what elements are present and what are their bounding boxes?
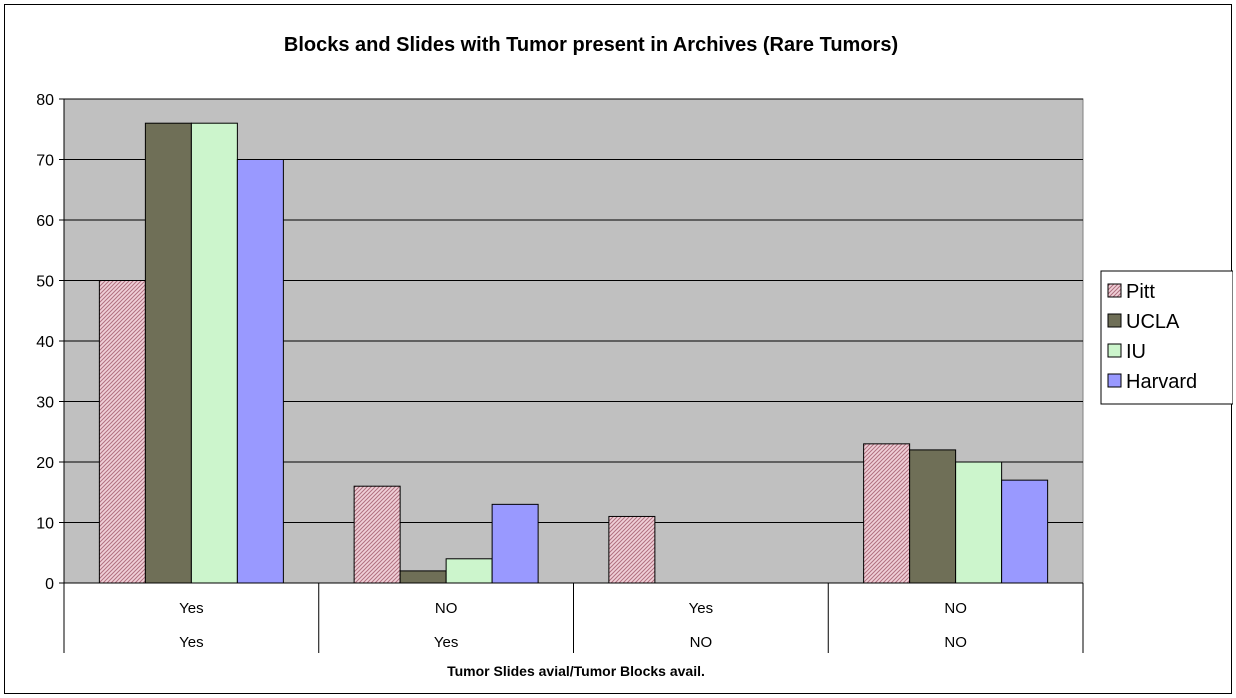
bar-pitt-4 [863,443,911,584]
category-label-row1: Yes [179,600,203,617]
y-tick-label: 80 [36,92,54,109]
y-tick-label: 60 [36,213,54,230]
bar-iu-1 [190,122,238,584]
y-tick-label: 40 [36,334,54,351]
bar-chart: Blocks and Slides with Tumor present in … [36,34,1233,679]
bar-iu-4 [955,461,1003,584]
category-label-row1: Yes [689,600,713,617]
category-label-row2: Yes [179,634,203,651]
category-label-row2: NO [690,634,713,651]
legend-swatch-harvard [1107,373,1122,388]
legend-label-pitt: Pitt [1126,281,1155,303]
chart-title: Blocks and Slides with Tumor present in … [284,34,898,56]
bar-harvard-2 [491,503,539,584]
bar-iu-2 [445,558,493,584]
bar-pitt-2 [353,485,401,584]
legend: Pitt UCLA IU Harvard [1100,270,1233,405]
bar-harvard-4 [1001,479,1049,584]
legend-swatch-pitt [1107,283,1122,298]
y-tick-label: 20 [36,455,54,472]
legend-swatch-ucla [1107,313,1122,328]
legend-label-harvard: Harvard [1126,371,1197,393]
plot-area [63,98,1084,584]
x-axis-title: Tumor Slides avial/Tumor Blocks avail. [447,663,705,679]
bar-ucla-2 [399,570,447,584]
bar-ucla-4 [909,449,957,584]
chart-frame: Blocks and Slides with Tumor present in … [4,4,1233,694]
category-label-row2: Yes [434,634,458,651]
y-tick-label: 30 [36,395,54,412]
y-tick-label: 0 [45,576,54,593]
bar-ucla-1 [144,122,192,584]
bar-pitt-1 [98,280,146,584]
y-tick-label: 50 [36,274,54,291]
legend-label-iu: IU [1126,341,1146,363]
legend-swatch-iu [1107,343,1122,358]
axes: 0 10 20 30 40 50 60 70 80 Yes Yes NO Yes Yes NO NO NO [36,92,1084,653]
bar-pitt-3 [608,515,656,584]
bar-harvard-1 [236,159,284,584]
category-label-row1: NO [944,600,967,617]
category-label-row1: NO [435,600,458,617]
y-tick-label: 70 [36,153,54,170]
legend-box [1100,270,1233,405]
legend-label-ucla: UCLA [1126,311,1180,333]
y-tick-label: 10 [36,516,54,533]
category-label-row2: NO [944,634,967,651]
